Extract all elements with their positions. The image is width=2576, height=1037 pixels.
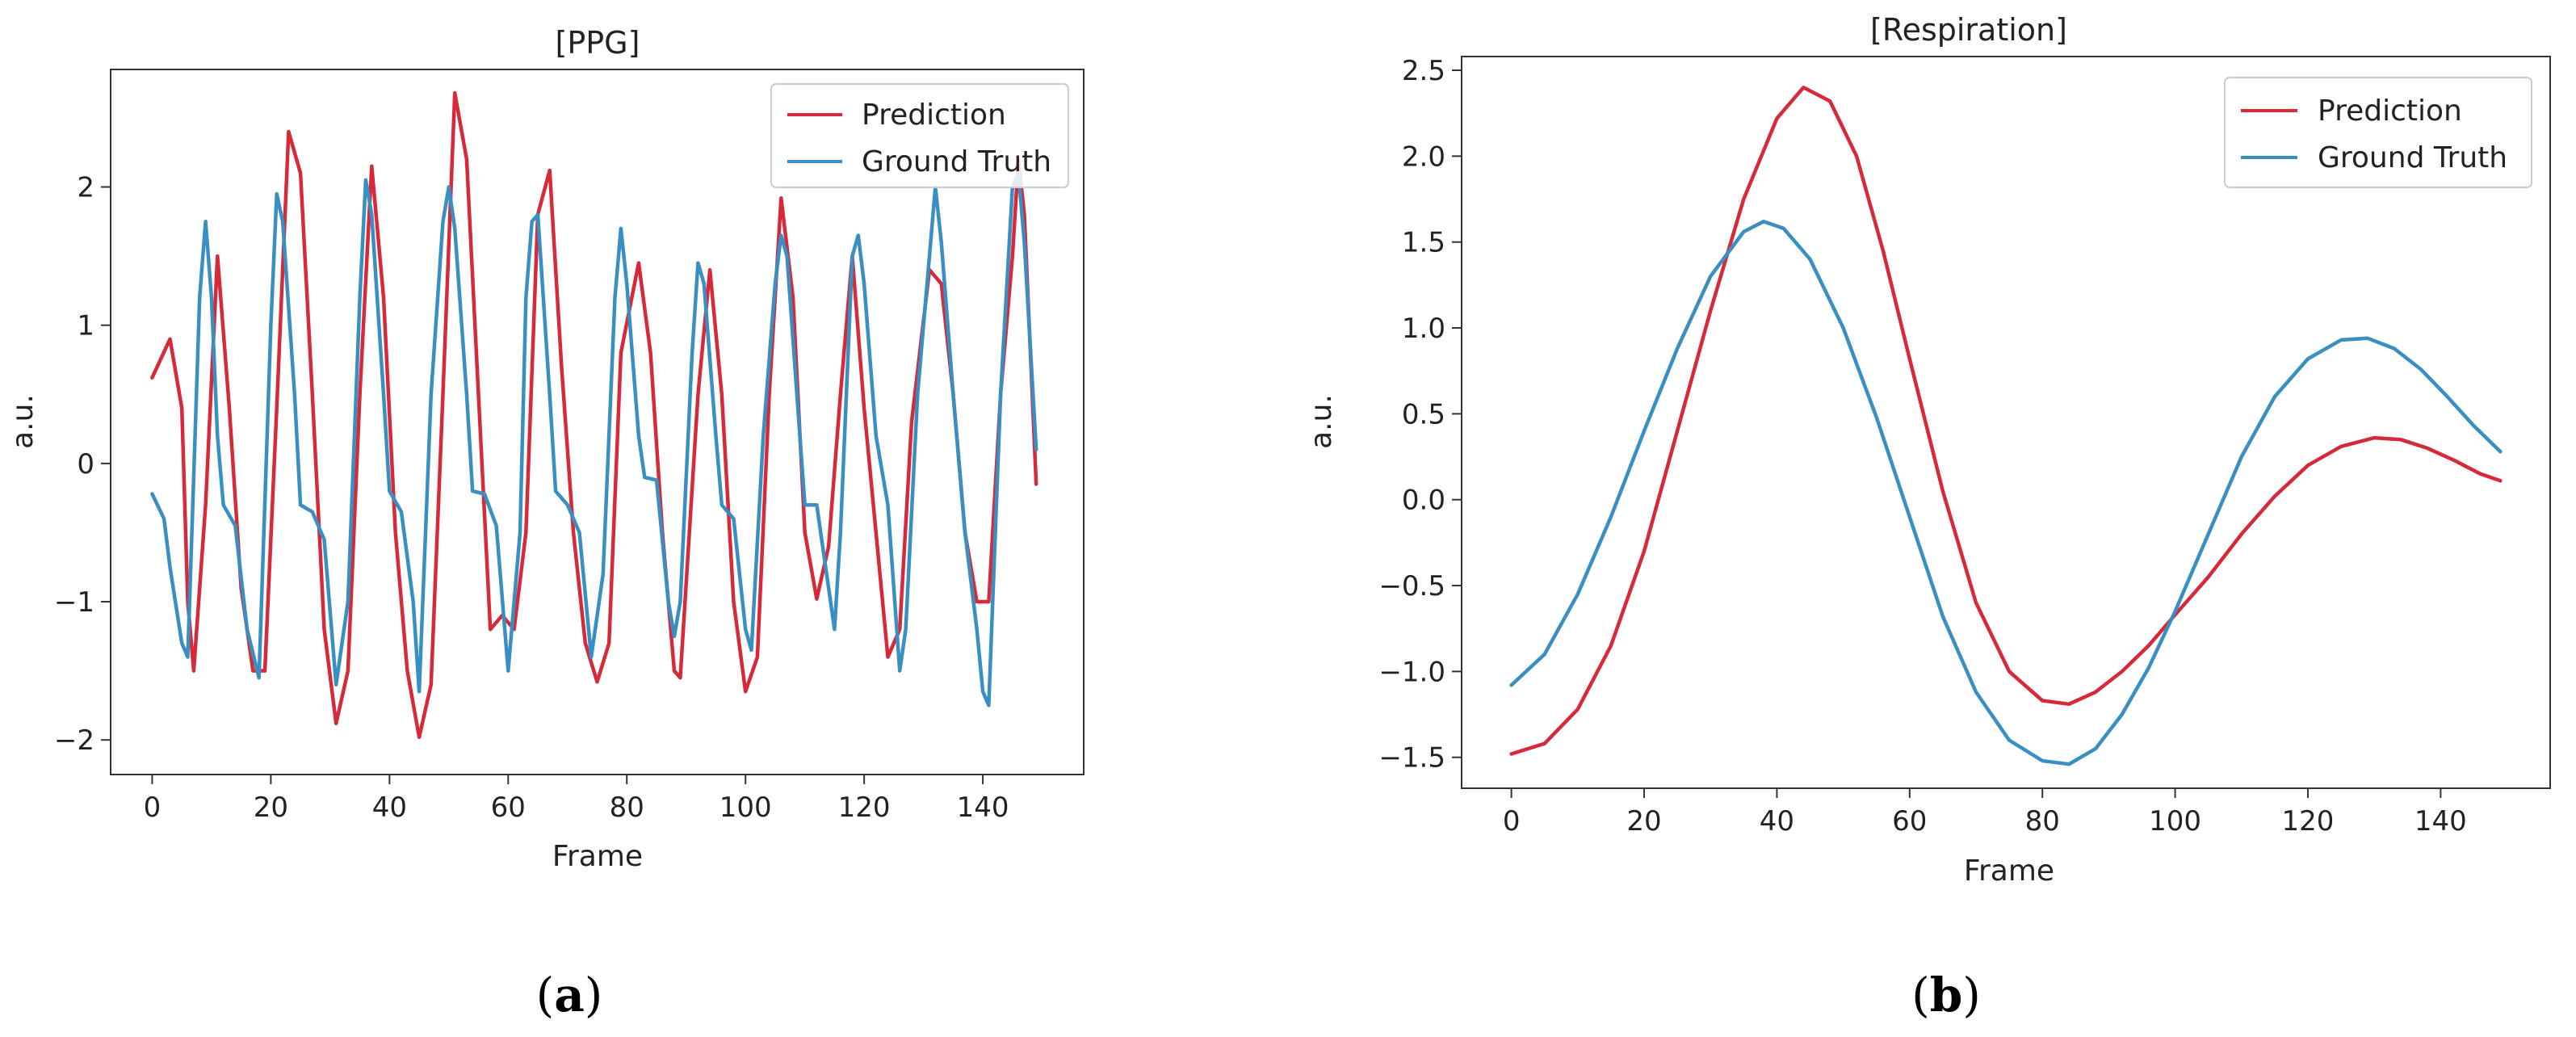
respiration-y-axis-label: a.u. (1305, 394, 1338, 449)
respiration-y-tick-label: 0.0 (1402, 485, 1445, 517)
ppg-x-tick-label: 20 (254, 791, 288, 824)
respiration-x-tick-label: 60 (1892, 805, 1927, 838)
ppg-y-axis: −2 −1 0 1 2 (54, 172, 111, 757)
ppg-y-tick-label: −2 (54, 724, 94, 757)
respiration-x-tick-label: 0 (1503, 805, 1521, 838)
ppg-x-tick-label: 100 (720, 791, 772, 824)
respiration-x-tick-label: 40 (1760, 805, 1794, 838)
panel-label-a-letter: a (554, 968, 585, 1022)
respiration-y-tick-label: −1.5 (1378, 742, 1445, 775)
respiration-legend-prediction-label: Prediction (2318, 94, 2462, 128)
respiration-series-ground-truth (1509, 219, 2503, 766)
respiration-chart: [Respiration] 0 20 40 60 80 100 120 140 −1.5−1.… (1305, 12, 2551, 1022)
respiration-y-axis: −1.5 −1.0 −0.5 0.0 0.5 1.0 1.5 2.0 2.5 (1378, 55, 1462, 775)
ppg-x-tick-label: 140 (957, 791, 1009, 824)
panel-label-b: (b) (1911, 968, 1981, 1022)
ppg-legend-prediction-label: Prediction (862, 99, 1006, 132)
respiration-legend-box (2224, 77, 2532, 188)
ppg-legend-box (770, 83, 1069, 188)
respiration-x-axis-label: Frame (1964, 854, 2054, 888)
respiration-y-tick-label: 0.5 (1402, 398, 1445, 430)
ppg-legend-ground-truth-label: Ground Truth (862, 145, 1051, 178)
ppg-chart: [PPG] 0 20 40 60 80 100 120 140 −2 −1 0 1 2 Frame a… (6, 25, 1085, 1022)
respiration-y-tick-label: 2.5 (1402, 55, 1445, 87)
respiration-x-axis: 0 20 40 60 80 100 120 140 (1503, 788, 2467, 838)
ppg-y-tick-label: 1 (77, 310, 94, 342)
respiration-y-tick-label: 2.0 (1402, 141, 1445, 173)
ppg-x-tick-label: 80 (610, 791, 644, 824)
ppg-y-tick-label: −1 (54, 586, 94, 619)
ppg-x-tick-label: 60 (491, 791, 526, 824)
respiration-x-tick-label: 120 (2282, 805, 2335, 838)
respiration-x-tick-label: 20 (1626, 805, 1661, 838)
ppg-x-tick-label: 0 (144, 791, 162, 824)
ppg-y-tick-label: 2 (77, 172, 94, 204)
respiration-axes-frame (1461, 56, 2551, 789)
respiration-legend: Prediction Ground Truth (2224, 77, 2532, 188)
respiration-legend-ground-truth-label: Ground Truth (2318, 141, 2507, 174)
respiration-y-tick-label: −1.0 (1378, 656, 1445, 688)
respiration-y-tick-label: −0.5 (1378, 570, 1445, 602)
panel-label-a: (a) (536, 968, 603, 1022)
ppg-y-tick-label: 0 (77, 448, 94, 481)
ppg-x-tick-label: 40 (372, 791, 407, 824)
ppg-chart-title: [PPG] (556, 25, 640, 61)
ppg-x-tick-label: 120 (838, 791, 891, 824)
respiration-series-prediction (1509, 86, 2503, 756)
ppg-legend: Prediction Ground Truth (770, 83, 1069, 188)
respiration-plot-area (1509, 86, 2503, 766)
respiration-x-tick-label: 100 (2149, 805, 2201, 838)
ppg-series-ground-truth (150, 171, 1038, 707)
panel-label-b-letter: b (1930, 968, 1963, 1022)
ppg-y-axis-label: a.u. (6, 394, 40, 449)
respiration-x-tick-label: 80 (2025, 805, 2060, 838)
ppg-x-axis: 0 20 40 60 80 100 120 140 (144, 775, 1009, 824)
ppg-axes-frame (110, 69, 1085, 775)
ppg-series-prediction (150, 90, 1038, 740)
respiration-chart-title: [Respiration] (1870, 12, 2067, 48)
respiration-x-tick-label: 140 (2414, 805, 2467, 838)
respiration-y-tick-label: 1.5 (1402, 227, 1445, 259)
ppg-x-axis-label: Frame (552, 840, 643, 873)
respiration-y-tick-label: 1.0 (1402, 313, 1445, 345)
ppg-plot-area (150, 90, 1038, 740)
